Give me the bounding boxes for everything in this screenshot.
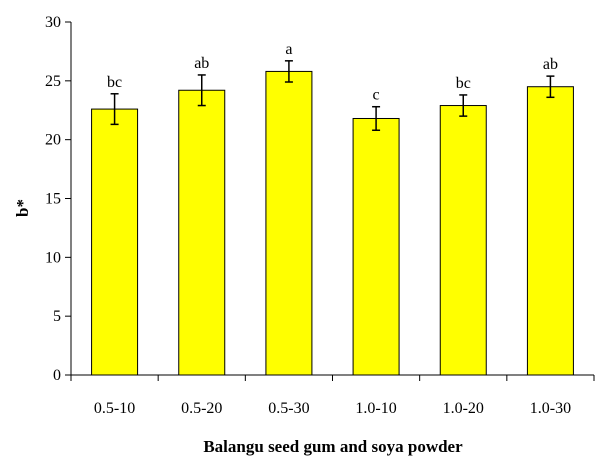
error-bars-layer [110,60,555,132]
bar-0.5-20 [178,89,226,376]
significance-label-1.0-30: ab [543,56,558,73]
x-tick-label-0.5-20: 0.5-20 [181,400,222,417]
x-tick-label-0.5-10: 0.5-10 [94,400,135,417]
labels-layer: bc 0.5-10 ab 0.5-20 a 0.5-30 c 1.0-10 bc 1.0-20 ab… [45,14,571,417]
bar-1.0-30 [526,86,574,376]
y-tick-label: 10 [45,249,61,266]
significance-label-0.5-20: ab [194,55,209,72]
x-tick-label-1.0-20: 1.0-20 [443,400,484,417]
bar-1.0-10 [352,117,400,376]
x-tick-label-1.0-30: 1.0-30 [530,400,571,417]
y-tick-label: 5 [53,308,61,325]
x-axis-title: Balangu seed gum and soya powder [203,437,463,456]
x-tick-label-1.0-10: 1.0-10 [355,400,396,417]
x-tick-label-0.5-30: 0.5-30 [268,400,309,417]
axes-layer [65,21,595,381]
significance-label-0.5-10: bc [107,74,122,91]
bar-0.5-30 [265,70,313,376]
bar-0.5-10 [91,108,139,376]
bars-layer [91,70,574,376]
significance-label-1.0-10: c [373,87,380,104]
y-tick-label: 15 [45,191,61,208]
bar-1.0-20 [439,105,487,376]
y-axis-title: b* [13,199,32,217]
y-tick-label: 0 [53,367,61,384]
y-tick-label: 20 [45,132,61,149]
significance-label-1.0-20: bc [456,75,471,92]
y-tick-label: 25 [45,73,61,90]
significance-label-0.5-30: a [285,41,292,58]
y-tick-label: 30 [45,14,61,31]
